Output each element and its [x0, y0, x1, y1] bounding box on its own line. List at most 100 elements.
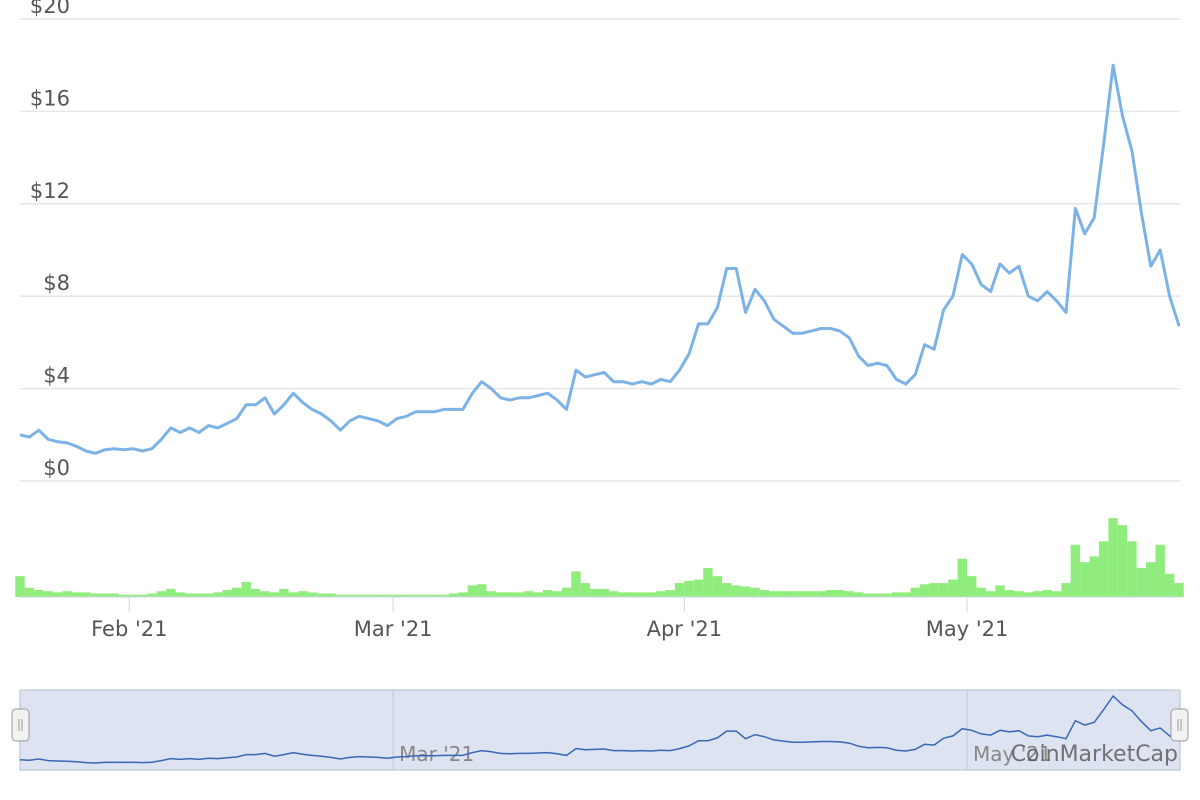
- volume-bar: [976, 587, 986, 597]
- volume-bar: [429, 594, 440, 597]
- volume-bar: [542, 590, 553, 597]
- volume-bar: [844, 591, 854, 597]
- volume-bar: [1004, 590, 1015, 597]
- volume-bar: [326, 593, 336, 597]
- volume-bar: [147, 593, 157, 597]
- volume-bar: [769, 591, 779, 597]
- volume-bar: [750, 587, 760, 597]
- volume-bar: [156, 591, 167, 597]
- volume-bar: [778, 591, 788, 597]
- price-line: [19, 63, 1181, 455]
- volume-bar: [297, 591, 308, 597]
- volume-bar: [1164, 573, 1175, 597]
- y-tick-label: $0: [43, 456, 70, 480]
- volume-bar: [1070, 544, 1081, 597]
- volume-bar: [561, 587, 572, 597]
- volume-bar: [373, 594, 383, 597]
- volume-bar: [43, 591, 53, 597]
- volume-bar: [52, 592, 63, 597]
- volume-bar: [128, 594, 138, 597]
- volume-bar: [901, 592, 911, 597]
- volume-bar: [458, 592, 468, 597]
- volume-bar: [345, 594, 355, 597]
- grid: $0 $4 $8 $12 $16 $20: [20, 0, 1180, 482]
- volume-bar: [1108, 518, 1118, 597]
- navigator[interactable]: Mar '21 May '21: [19, 689, 1181, 771]
- volume-bar: [24, 587, 35, 597]
- volume-bar: [15, 576, 25, 597]
- volume-bar: [137, 594, 148, 597]
- x-axis: Feb '21 Mar '21 Apr '21 May '21: [20, 596, 1180, 641]
- volume-bar: [1127, 541, 1137, 597]
- volume-bar: [712, 576, 723, 597]
- volume-bar: [467, 585, 478, 597]
- volume-bar: [166, 588, 176, 597]
- volume-bar: [1155, 544, 1165, 597]
- volume-bar: [731, 585, 741, 597]
- volume-bar: [260, 591, 270, 597]
- x-tick-label: Feb '21: [91, 617, 167, 641]
- volume-bar: [477, 584, 487, 597]
- volume-bar: [392, 594, 402, 597]
- volume-bar: [1080, 562, 1090, 597]
- volume-bar: [533, 592, 543, 597]
- volume-bar: [995, 585, 1005, 597]
- volume-bar: [571, 571, 581, 597]
- navigator-tick-label: May '21: [973, 742, 1052, 766]
- volume-bar: [184, 593, 195, 597]
- price-panel: [19, 63, 1181, 455]
- volume-bar: [552, 591, 562, 597]
- volume-bar: [71, 592, 82, 597]
- volume-bar: [580, 583, 591, 597]
- volume-bar: [684, 580, 694, 597]
- volume-bar: [1051, 591, 1062, 597]
- volume-bar: [100, 593, 110, 597]
- volume-bar: [354, 594, 364, 597]
- volume-bar: [288, 592, 298, 597]
- volume-bar: [948, 579, 958, 597]
- navigator-line: [19, 694, 1180, 764]
- volume-bar: [448, 593, 459, 597]
- volume-bar: [382, 594, 393, 597]
- volume-bar: [1098, 541, 1109, 597]
- volume-bar: [1014, 591, 1024, 597]
- volume-bar: [203, 593, 214, 597]
- volume-bar: [1061, 583, 1071, 597]
- volume-bar: [241, 581, 251, 597]
- volume-bar: [891, 592, 902, 597]
- volume-bar: [90, 593, 101, 597]
- y-tick-label: $8: [43, 271, 70, 295]
- navigator-handle-left[interactable]: [11, 708, 30, 742]
- volume-bar: [627, 592, 638, 597]
- volume-bar: [335, 594, 346, 597]
- volume-bar: [411, 594, 421, 597]
- volume-bar: [646, 592, 657, 597]
- volume-bar: [222, 590, 233, 597]
- x-tick-label: May '21: [926, 617, 1009, 641]
- volume-bar: [1136, 568, 1147, 597]
- volume-bar: [34, 590, 44, 597]
- volume-bar: [590, 588, 600, 597]
- volume-bar: [872, 593, 883, 597]
- volume-bar: [505, 592, 515, 597]
- volume-bar: [637, 592, 647, 597]
- y-tick-label: $20: [30, 0, 70, 18]
- volume-bar: [910, 587, 920, 597]
- volume-bar: [816, 591, 826, 597]
- volume-bar: [608, 591, 619, 597]
- volume-bar: [194, 593, 204, 597]
- volume-bar: [1146, 562, 1156, 597]
- volume-bar: [232, 587, 242, 597]
- volume-bar: [825, 590, 836, 597]
- volume-bar: [1032, 591, 1043, 597]
- volume-bar: [1174, 583, 1184, 597]
- volume-panel: [15, 518, 1184, 597]
- volume-bar: [118, 594, 129, 597]
- volume-bar: [439, 594, 449, 597]
- navigator-handle-right[interactable]: [1170, 708, 1189, 742]
- volume-bar: [806, 591, 817, 597]
- volume-bar: [514, 592, 525, 597]
- y-tick-label: $12: [30, 179, 70, 203]
- volume-bar: [62, 591, 72, 597]
